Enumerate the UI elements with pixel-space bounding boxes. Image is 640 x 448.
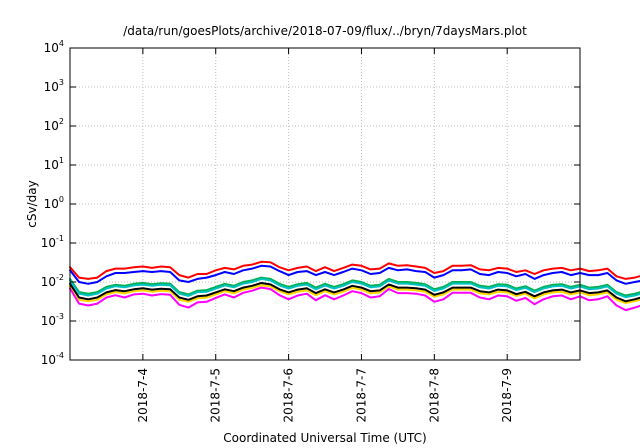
- y-tick-label: 10-1: [41, 234, 64, 250]
- series-group: [69, 260, 640, 312]
- grid: [70, 48, 580, 360]
- series-line: [69, 264, 640, 285]
- y-axis: 104 103 102 101 100 10-1 10-2 10-3 10-4: [41, 39, 580, 367]
- series-line: [69, 277, 640, 299]
- y-tick-label: 104: [44, 39, 64, 55]
- x-tick-label: 2018-7-4: [136, 368, 150, 422]
- x-tick-label: 2018-7-7: [354, 368, 368, 422]
- series-line: [69, 260, 640, 280]
- y-tick-label: 10-4: [41, 351, 64, 367]
- x-tick-label: 2018-7-6: [282, 368, 296, 422]
- y-tick-label: 102: [44, 117, 64, 133]
- x-axis-label: Coordinated Universal Time (UTC): [223, 431, 426, 445]
- series-line: [69, 276, 640, 297]
- x-tick-label: 2018-7-9: [500, 368, 514, 422]
- y-tick-label: 103: [44, 78, 64, 94]
- series-line: [69, 282, 640, 303]
- y-tick-label: 10-3: [41, 312, 64, 328]
- series-line: [69, 284, 640, 304]
- x-tick-label: 2018-7-8: [427, 368, 441, 422]
- x-tick-label: 2018-7-5: [209, 368, 223, 422]
- x-axis: 2018-7-4 2018-7-5 2018-7-6 2018-7-7 2018-7-8…: [136, 48, 514, 422]
- chart-title: /data/run/goesPlots/archive/2018-07-09/f…: [123, 24, 527, 38]
- y-tick-label: 10-2: [41, 273, 64, 289]
- y-axis-label: cSv/day: [25, 180, 39, 227]
- y-tick-label: 100: [44, 195, 64, 211]
- y-tick-label: 101: [44, 156, 64, 172]
- series-line: [69, 286, 640, 312]
